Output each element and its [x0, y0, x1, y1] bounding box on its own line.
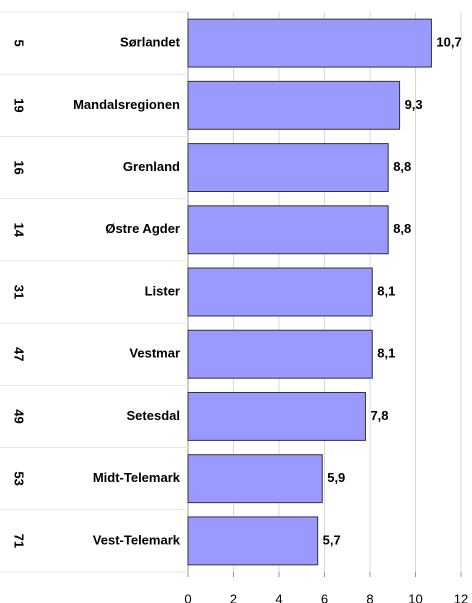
- rank-label: 16: [12, 160, 27, 174]
- bar: [187, 143, 389, 193]
- category-label: Østre Agder: [105, 221, 180, 236]
- bar: [187, 80, 401, 130]
- bar: [187, 18, 432, 68]
- rank-label: 19: [12, 98, 27, 112]
- value-label: 8,8: [393, 221, 411, 236]
- rank-label: 5: [12, 39, 27, 46]
- value-label: 7,8: [370, 408, 388, 423]
- value-label: 8,1: [377, 283, 395, 298]
- value-label: 5,9: [327, 470, 345, 485]
- x-tick-label: 2: [230, 591, 237, 603]
- bar: [187, 267, 373, 317]
- bar: [187, 391, 366, 441]
- category-label: Mandalsregionen: [73, 97, 180, 112]
- rank-label: 31: [12, 285, 27, 299]
- x-tick-label: 6: [321, 591, 328, 603]
- bar: [187, 329, 373, 379]
- category-label: Vestmar: [129, 346, 180, 361]
- x-tick-label: 8: [366, 591, 373, 603]
- x-tick-label: 12: [454, 591, 468, 603]
- rank-label: 53: [12, 471, 27, 485]
- category-label: Sørlandet: [120, 35, 181, 50]
- category-label: Vest-Telemark: [93, 532, 181, 547]
- category-label: Setesdal: [127, 408, 180, 423]
- value-label: 8,8: [393, 159, 411, 174]
- category-label: Midt-Telemark: [93, 470, 181, 485]
- rank-label: 14: [12, 223, 27, 238]
- value-label: 5,7: [323, 532, 341, 547]
- x-tick-label: 4: [275, 591, 282, 603]
- bar: [187, 516, 319, 566]
- x-tick-label: 0: [184, 591, 191, 603]
- bar: [187, 205, 389, 255]
- rank-label: 71: [12, 534, 27, 548]
- value-label: 9,3: [405, 97, 423, 112]
- x-tick-label: 10: [408, 591, 422, 603]
- bar: [187, 454, 323, 504]
- rank-label: 49: [12, 409, 27, 423]
- value-label: 10,7: [436, 35, 461, 50]
- rank-label: 47: [12, 347, 27, 361]
- category-label: Lister: [145, 283, 180, 298]
- category-label: Grenland: [123, 159, 180, 174]
- value-label: 8,1: [377, 346, 395, 361]
